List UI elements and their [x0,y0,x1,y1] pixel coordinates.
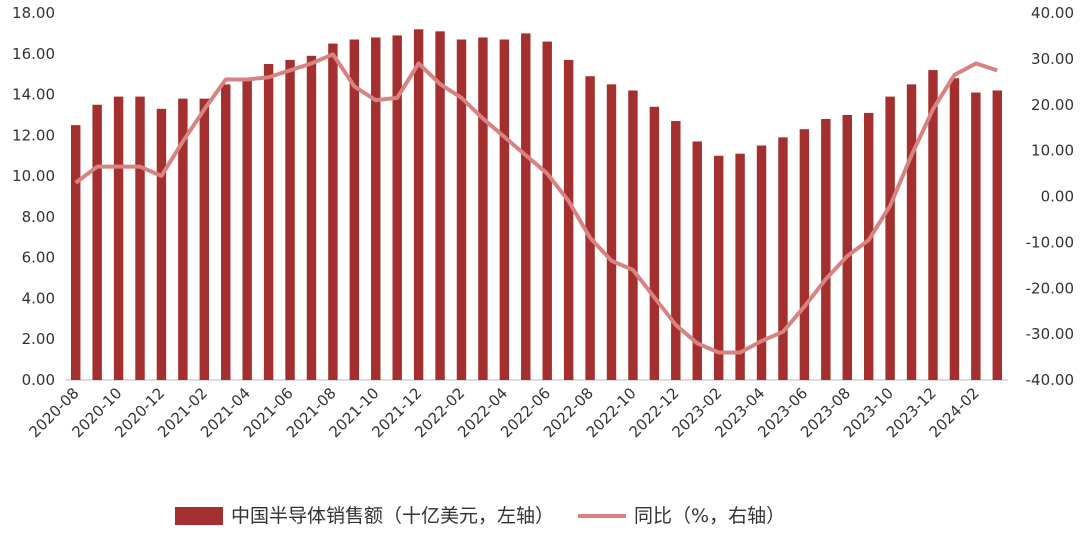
y2-tick-label: 30.00 [1031,50,1074,68]
bar [135,96,145,380]
y2-tick-label: 0.00 [1041,188,1074,206]
bar [949,78,960,380]
bar [692,141,702,380]
bar [478,37,488,380]
bar [842,114,852,380]
bar [242,78,252,380]
y-tick-label: 6.00 [22,249,55,267]
y-tick-label: 4.00 [22,289,55,307]
bar [713,155,724,380]
bar [735,153,745,380]
bar [392,35,402,381]
bar [306,55,317,381]
bar [799,129,810,380]
y2-tick-label: -20.00 [1026,279,1074,297]
bar [778,137,788,380]
y2-tick-label: 20.00 [1031,96,1074,114]
legend-label: 中国半导体销售额（十亿美元，左轴） [231,505,554,527]
y2-tick-label: -40.00 [1026,371,1074,389]
legend-label: 同比（%，右轴） [634,505,785,527]
bar [499,39,510,380]
bar [263,63,274,380]
y2-tick-label: 40.00 [1031,4,1074,22]
y2-tick-label: -30.00 [1026,325,1074,343]
bar [71,125,81,380]
y-tick-label: 12.00 [12,126,55,144]
bar [456,39,467,380]
legend-swatch [175,507,223,525]
bar [885,96,895,380]
bar [671,121,681,381]
bar [863,112,874,381]
y-tick-label: 18.00 [12,4,55,22]
y-tick-label: 2.00 [22,330,55,348]
bar [585,76,595,380]
line [74,52,998,355]
bar [971,92,981,381]
bar [521,33,531,381]
bar [821,119,831,381]
bar [649,106,660,381]
y2-tick-label: 10.00 [1031,142,1074,160]
bar [92,104,102,380]
bar [199,98,210,380]
bar [156,108,167,381]
bar [756,145,767,380]
bar [113,96,124,380]
bar [178,98,188,380]
bar [371,37,381,380]
bar [285,59,295,381]
bar [542,41,552,381]
y-tick-label: 8.00 [22,208,55,226]
bar [413,29,424,381]
bar [349,39,360,380]
bar [435,31,445,380]
bar [928,70,938,380]
y-tick-label: 10.00 [12,167,55,185]
bar [906,84,917,380]
y-tick-label: 16.00 [12,45,55,63]
bar [606,84,617,380]
y2-tick-label: -10.00 [1026,233,1074,251]
bar [328,43,338,380]
bar [221,84,231,380]
y-tick-label: 0.00 [22,371,55,389]
bar [563,59,574,381]
bar [628,90,638,380]
y-tick-label: 14.00 [12,86,55,104]
bar [992,90,1002,380]
